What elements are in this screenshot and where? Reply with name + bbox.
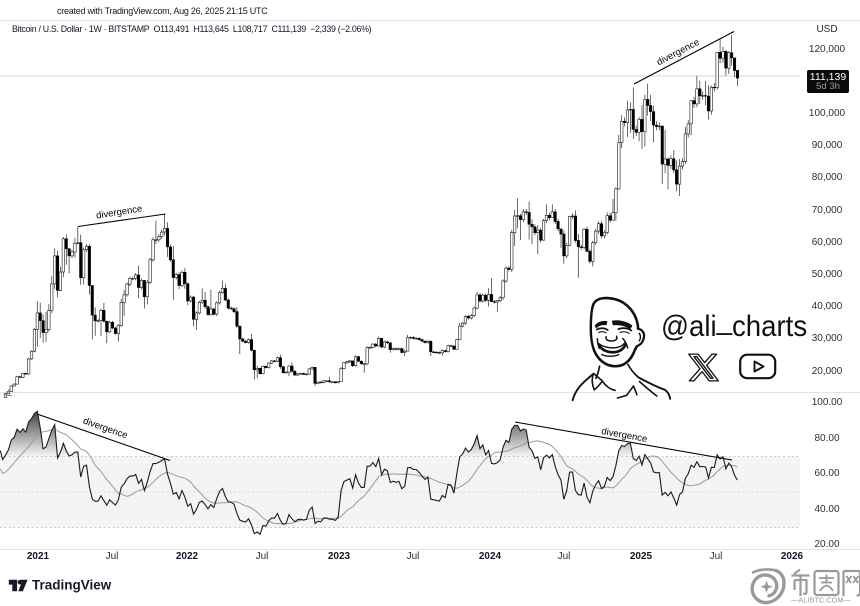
svg-text:—ALIBTC.COM—: —ALIBTC.COM— (791, 596, 852, 605)
svg-text:TradingView: TradingView (32, 578, 112, 593)
